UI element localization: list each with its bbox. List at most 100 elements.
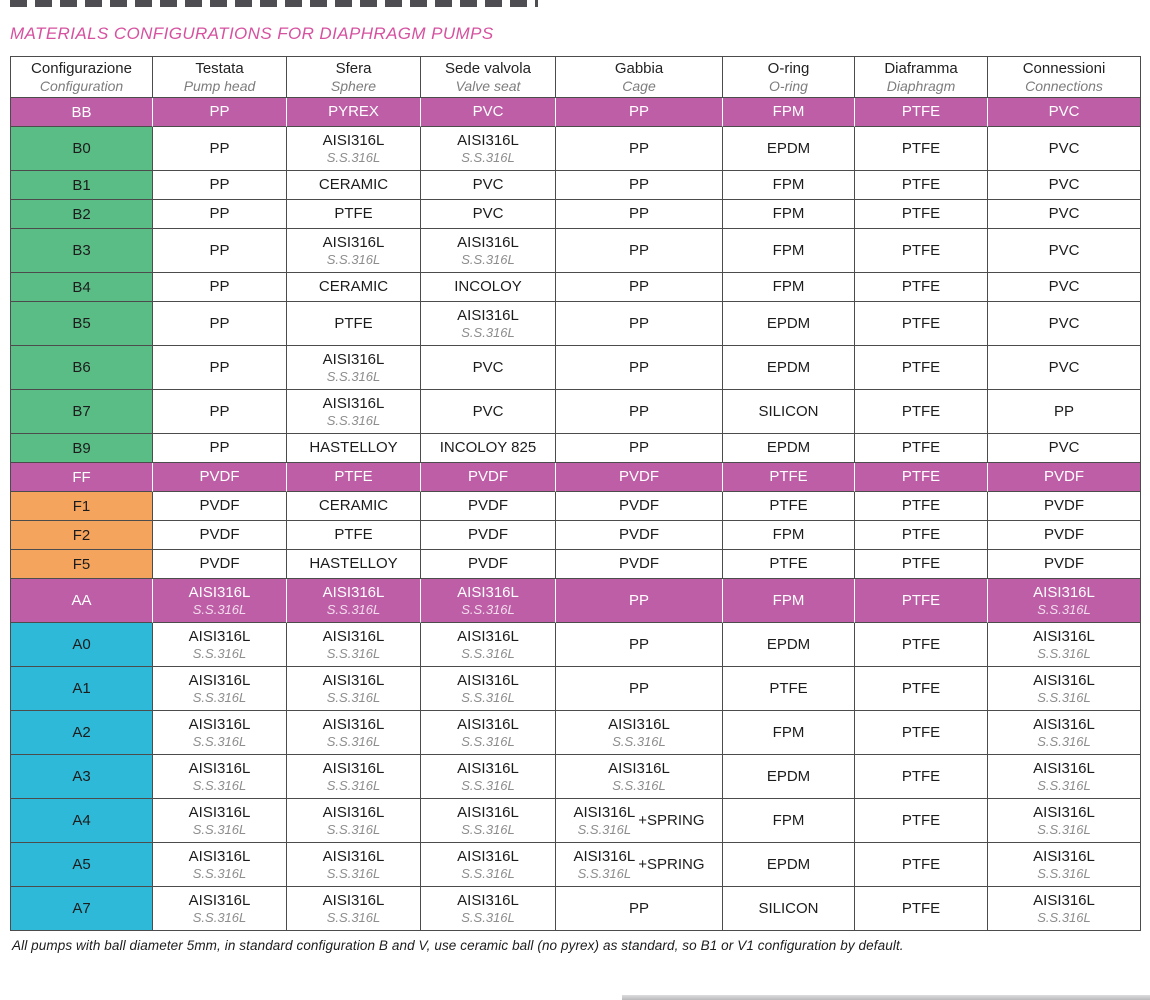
material-cell: AISI316L S.S.316L bbox=[153, 623, 287, 667]
material-cell: AISI316L S.S.316L +SPRING bbox=[556, 799, 723, 843]
material-cell: AISI316L S.S.316L bbox=[287, 346, 421, 390]
material-name: AISI316L bbox=[457, 804, 519, 821]
material-name: PVC bbox=[1048, 103, 1080, 120]
material-lines: PVDF bbox=[619, 468, 659, 486]
table-body: BB PP PYREX PVC PP FPM PTFE PVC B0 PP AISI316L S.S.… bbox=[11, 98, 1141, 931]
material-cell-content: PTFE bbox=[857, 359, 985, 377]
material-cell-content: AISI316L S.S.316L bbox=[990, 760, 1138, 793]
material-cell-content: PVC bbox=[423, 103, 553, 121]
material-name: EPDM bbox=[766, 635, 811, 653]
material-name: PVC bbox=[472, 402, 504, 420]
material-lines: AISI316L S.S.316L bbox=[189, 716, 251, 749]
material-cell: AISI316L S.S.316L bbox=[287, 127, 421, 171]
material-cell: PVC bbox=[988, 127, 1141, 171]
material-name: PTFE bbox=[901, 205, 941, 222]
material-name: PP bbox=[209, 278, 230, 295]
column-header-english: Sphere bbox=[330, 78, 377, 94]
config-cell-A5: A5 bbox=[11, 843, 153, 887]
material-cell: EPDM bbox=[723, 843, 855, 887]
material-cell-content: PVC bbox=[990, 103, 1138, 121]
material-cell: PTFE bbox=[855, 302, 988, 346]
material-name: AISI316L bbox=[1033, 892, 1095, 909]
cropped-text-top bbox=[10, 0, 538, 7]
material-lines: PTFE bbox=[902, 768, 940, 786]
table-row-A0: A0 AISI316L S.S.316L AISI316L S.S.316L AISI31… bbox=[11, 623, 1141, 667]
material-lines: PTFE bbox=[902, 103, 940, 121]
material-lines: CERAMIC bbox=[319, 278, 388, 296]
material-name: PP bbox=[209, 139, 230, 157]
material-name: PVC bbox=[472, 205, 504, 222]
material-cell-content: PTFE bbox=[857, 403, 985, 421]
material-cell: EPDM bbox=[723, 127, 855, 171]
material-cell: PP bbox=[153, 127, 287, 171]
material-cell-content: PVDF bbox=[990, 468, 1138, 486]
table-row-B6: B6 PP AISI316L S.S.316L PVC PP EPDM PTFE PVC bbox=[11, 346, 1141, 390]
material-cell: PP bbox=[556, 98, 723, 127]
material-name: PTFE bbox=[901, 811, 941, 829]
column-header-4: Gabbia Cage bbox=[556, 57, 723, 98]
material-cell-content: INCOLOY 825 bbox=[423, 439, 553, 457]
material-cell: AISI316L S.S.316L bbox=[421, 302, 556, 346]
material-name: AISI316L bbox=[1033, 628, 1095, 645]
config-cell-A4: A4 bbox=[11, 799, 153, 843]
material-name: AISI316L bbox=[188, 760, 251, 777]
material-lines: AISI316L S.S.316L bbox=[1033, 716, 1095, 749]
material-cell: AISI316L S.S.316L bbox=[556, 711, 723, 755]
material-cell: AISI316L S.S.316L bbox=[421, 711, 556, 755]
material-name: PTFE bbox=[901, 767, 941, 785]
material-cell-content: PVDF bbox=[155, 526, 284, 544]
material-name: FPM bbox=[772, 205, 805, 222]
material-name: PP bbox=[628, 439, 649, 456]
material-cell: FPM bbox=[723, 579, 855, 623]
material-cell-content: PTFE bbox=[857, 856, 985, 874]
material-lines: PP bbox=[629, 242, 649, 260]
material-lines: PP bbox=[209, 140, 229, 158]
material-alt-name: S.S.316L bbox=[326, 252, 381, 267]
material-alt-name: S.S.316L bbox=[461, 866, 515, 881]
table-row-F5: F5 PVDF HASTELLOY PVDF PVDF PTFE PTFE PVDF bbox=[11, 550, 1141, 579]
material-cell-content: PVC bbox=[990, 278, 1138, 296]
material-cell-content: AISI316L S.S.316L bbox=[289, 848, 418, 881]
material-cell: AISI316L S.S.316L bbox=[287, 667, 421, 711]
material-lines: FPM bbox=[773, 526, 805, 544]
material-cell-content: CERAMIC bbox=[289, 176, 418, 194]
material-cell-content: PP bbox=[155, 205, 284, 223]
material-cell-content: PVDF bbox=[423, 526, 553, 544]
material-cell: PVDF bbox=[153, 463, 287, 492]
material-cell: INCOLOY bbox=[421, 273, 556, 302]
material-cell-content: AISI316L S.S.316L bbox=[423, 307, 553, 340]
material-lines: PP bbox=[629, 439, 649, 457]
material-cell: INCOLOY 825 bbox=[421, 434, 556, 463]
material-lines: PP bbox=[629, 900, 649, 918]
material-name: PTFE bbox=[334, 314, 373, 332]
material-lines: PP bbox=[629, 592, 649, 610]
material-cell: PTFE bbox=[287, 463, 421, 492]
material-cell: PTFE bbox=[723, 550, 855, 579]
column-header-italian: Sede valvola bbox=[445, 60, 531, 77]
material-lines: PP bbox=[629, 103, 649, 121]
material-lines: PTFE bbox=[902, 439, 940, 457]
material-cell: AISI316L S.S.316L bbox=[988, 887, 1141, 931]
material-lines: PP bbox=[1054, 403, 1074, 421]
material-cell-content: AISI316L S.S.316L bbox=[155, 760, 284, 793]
material-lines: PTFE bbox=[902, 242, 940, 260]
material-alt-name: S.S.316L bbox=[461, 646, 515, 661]
config-cell-B6: B6 bbox=[11, 346, 153, 390]
material-lines: PP bbox=[209, 315, 229, 333]
material-lines: AISI316L S.S.316L bbox=[189, 584, 251, 617]
material-name: AISI316L bbox=[322, 351, 385, 368]
material-cell-content: EPDM bbox=[725, 636, 852, 654]
material-lines: AISI316L S.S.316L bbox=[457, 716, 519, 749]
material-alt-name: S.S.316L bbox=[192, 734, 247, 749]
material-name: PTFE bbox=[334, 526, 373, 543]
material-cell-content: AISI316L S.S.316L bbox=[155, 716, 284, 749]
material-cell-content: PP bbox=[558, 636, 720, 654]
material-lines: PVC bbox=[1049, 359, 1080, 377]
material-name: AISI316L bbox=[1033, 716, 1095, 733]
material-alt-name: S.S.316L bbox=[1037, 822, 1091, 837]
material-alt-name: S.S.316L bbox=[1037, 734, 1091, 749]
material-alt-name: S.S.316L bbox=[1037, 866, 1091, 881]
page-title: MATERIALS CONFIGURATIONS FOR DIAPHRAGM P… bbox=[10, 24, 494, 43]
cropped-edge-bottom bbox=[622, 995, 1150, 1000]
material-cell: PVC bbox=[988, 346, 1141, 390]
